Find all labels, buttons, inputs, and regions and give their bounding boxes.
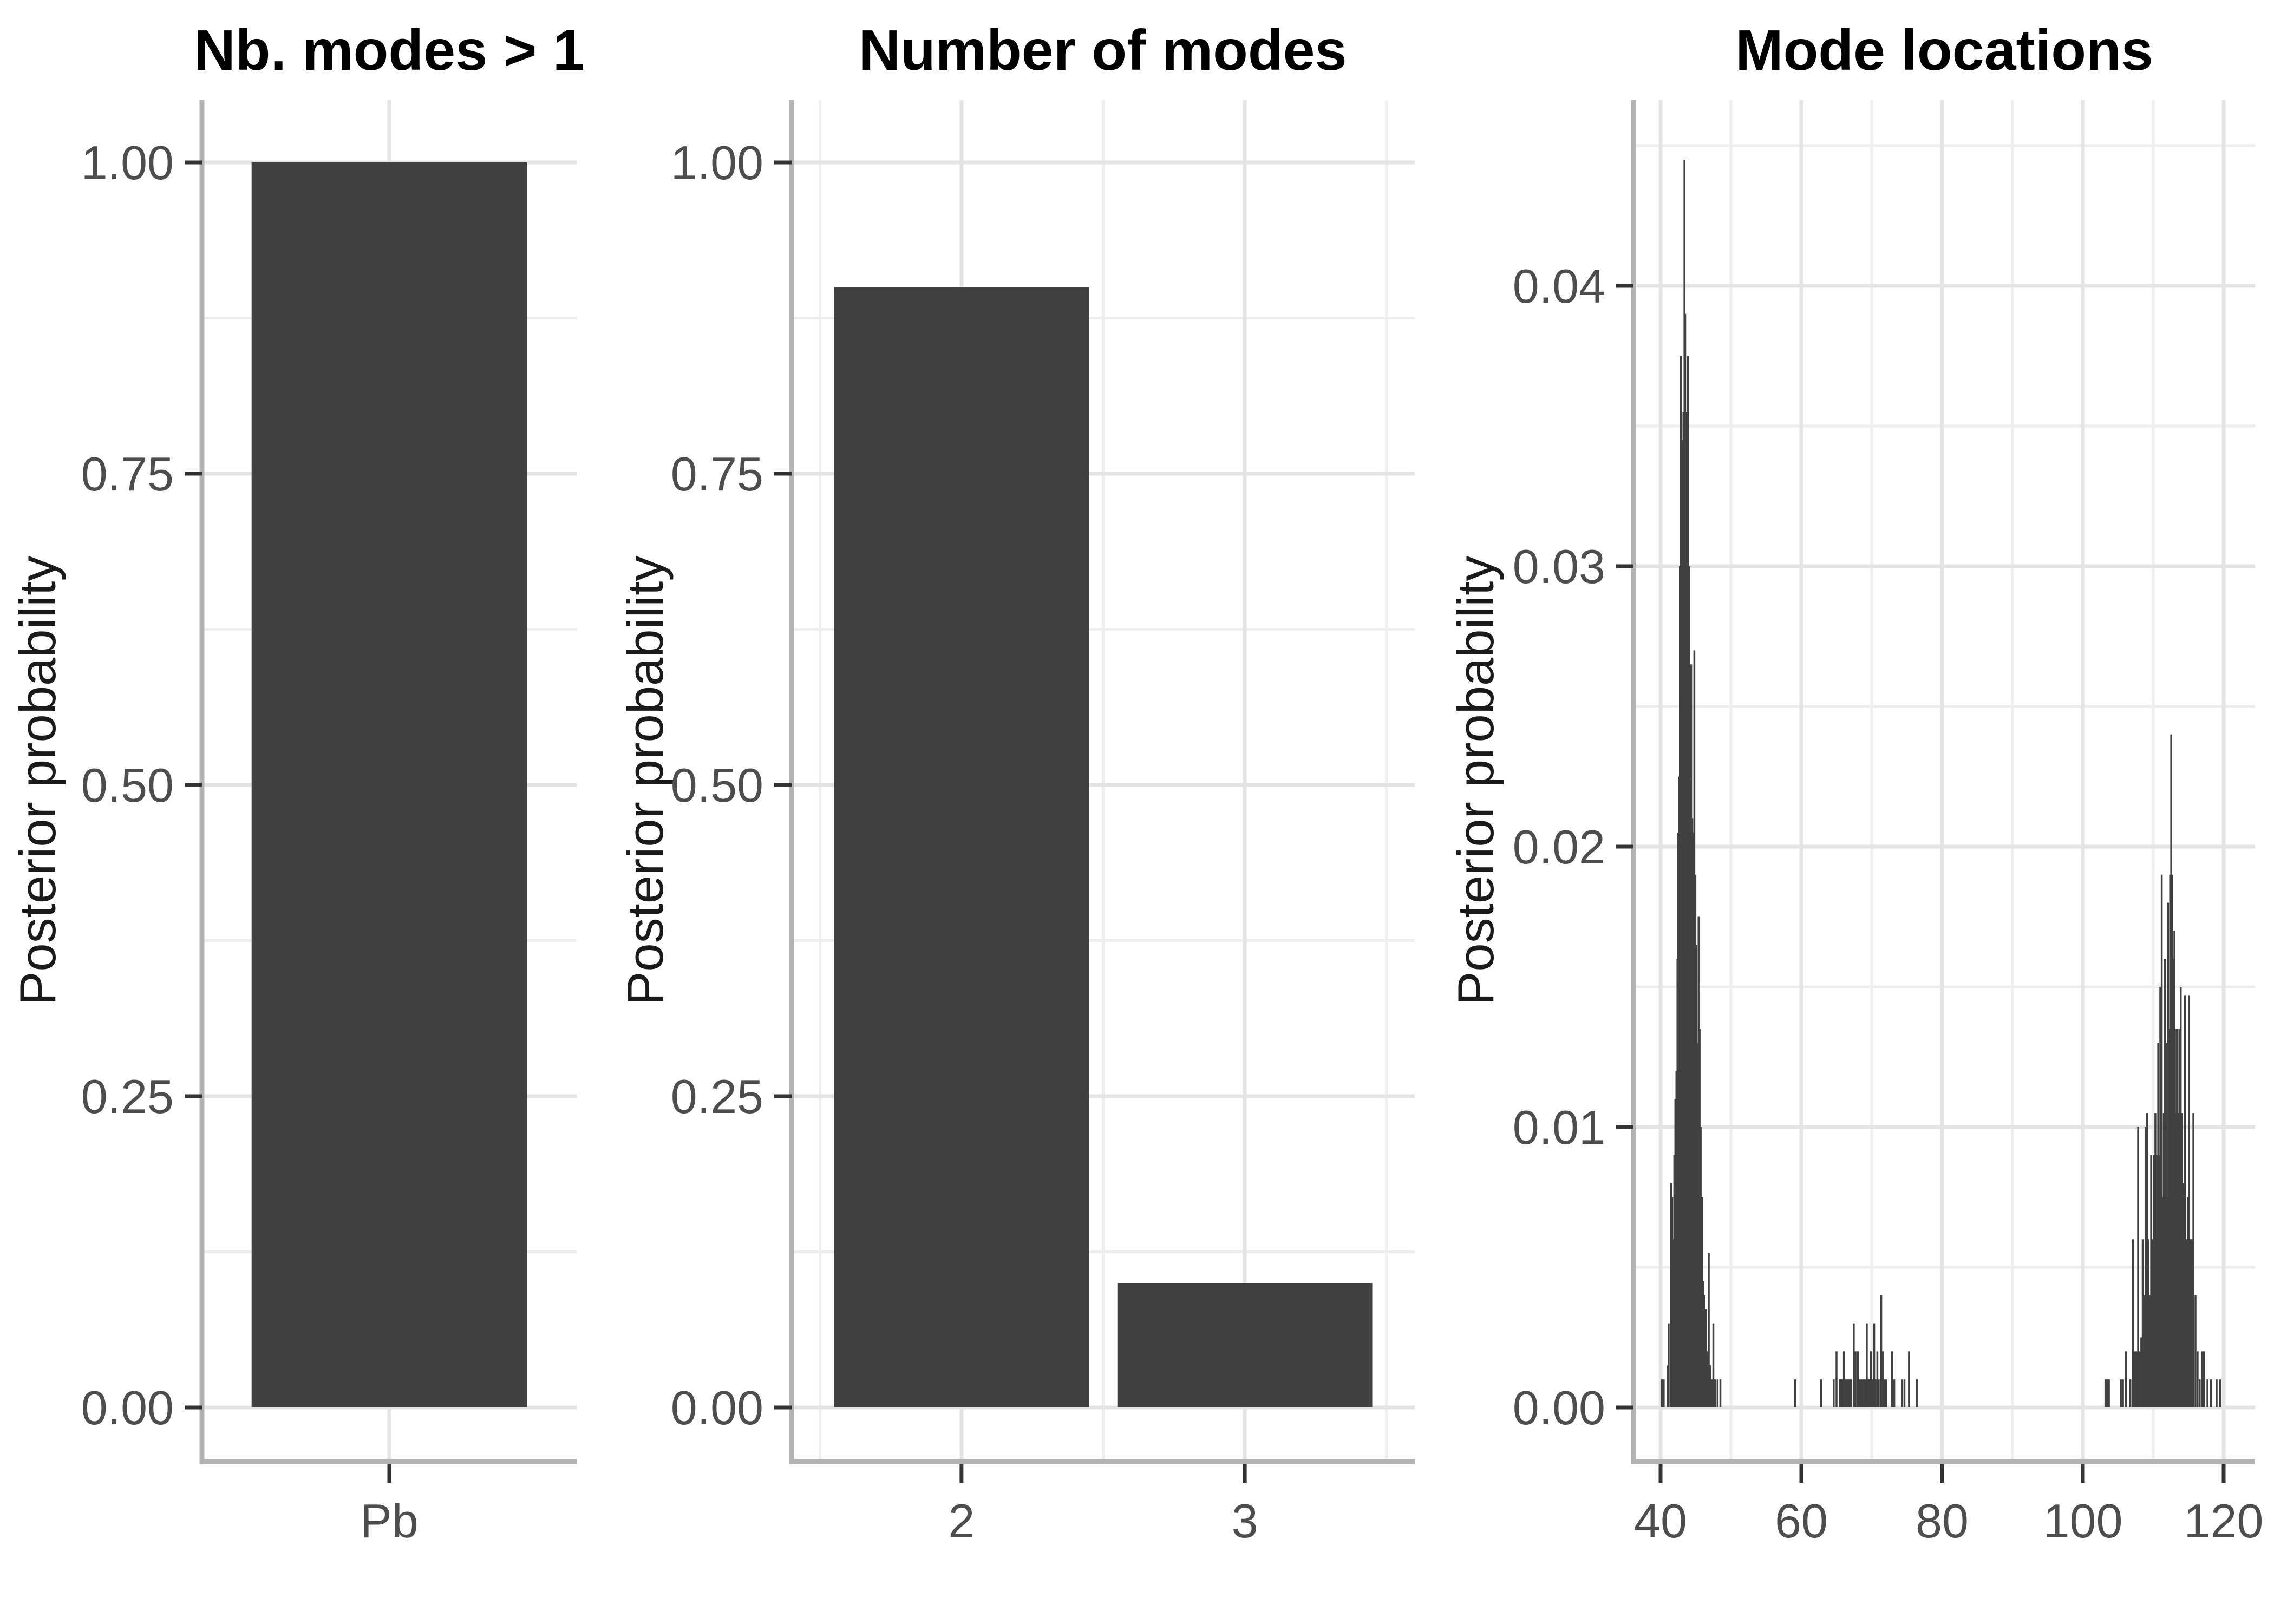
y-tick-label: 0.03 xyxy=(1513,540,1605,593)
x-tick-label: 60 xyxy=(1775,1494,1828,1548)
panel-title-mode-locations: Mode locations xyxy=(1735,18,2153,82)
y-tick-label: 0.00 xyxy=(1513,1381,1605,1435)
y-tick-label: 0.01 xyxy=(1513,1101,1605,1154)
y-tick-label: 1.00 xyxy=(671,136,763,189)
x-tick-label: 100 xyxy=(2043,1494,2123,1548)
y-tick-label: 0.25 xyxy=(671,1070,763,1123)
x-tick-label: 2 xyxy=(948,1494,975,1548)
x-tick-label: 40 xyxy=(1634,1494,1687,1548)
y-tick-label: 0.25 xyxy=(81,1070,174,1123)
bar-3 xyxy=(1117,1283,1373,1407)
x-tick-label: 80 xyxy=(1916,1494,1969,1548)
spike-series-mode-locations xyxy=(1661,159,2221,1407)
x-tick-label: 3 xyxy=(1232,1494,1258,1548)
bar-2 xyxy=(834,287,1089,1407)
x-tick-label: Pb xyxy=(360,1494,419,1548)
y-tick-label: 0.50 xyxy=(81,758,174,812)
x-tick-label: 120 xyxy=(2184,1494,2264,1548)
y-tick-label: 0.02 xyxy=(1513,820,1605,874)
bar-series-nb-modes-gt-1 xyxy=(251,162,527,1407)
panel-title-number-of-modes: Number of modes xyxy=(859,18,1347,82)
y-tick-label: 0.75 xyxy=(81,447,174,501)
y-tick-label: 0.00 xyxy=(81,1381,174,1435)
bar-series-number-of-modes xyxy=(834,287,1373,1407)
panel-title-nb-modes: Nb. modes > 1 xyxy=(194,18,585,82)
y-tick-label: 0.04 xyxy=(1513,259,1605,313)
y-tick-label: 0.75 xyxy=(671,447,763,501)
y-tick-label: 1.00 xyxy=(81,136,174,189)
y-tick-label: 0.50 xyxy=(671,758,763,812)
y-tick-label: 0.00 xyxy=(671,1381,763,1435)
bar-Pb xyxy=(251,162,527,1407)
